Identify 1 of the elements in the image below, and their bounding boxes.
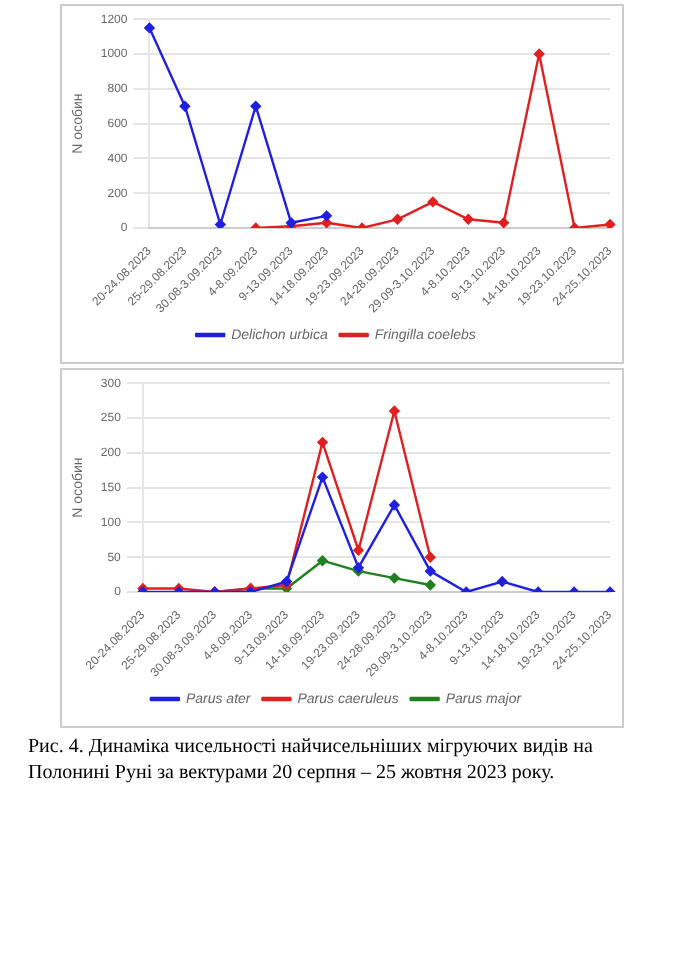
text: Рис. 4. Динаміка чисельності найчисельніших мігруючих видів на Полонині Руні за вектурами 20 серпня – 25 жовтня 2023 року. [28, 736, 595, 786]
